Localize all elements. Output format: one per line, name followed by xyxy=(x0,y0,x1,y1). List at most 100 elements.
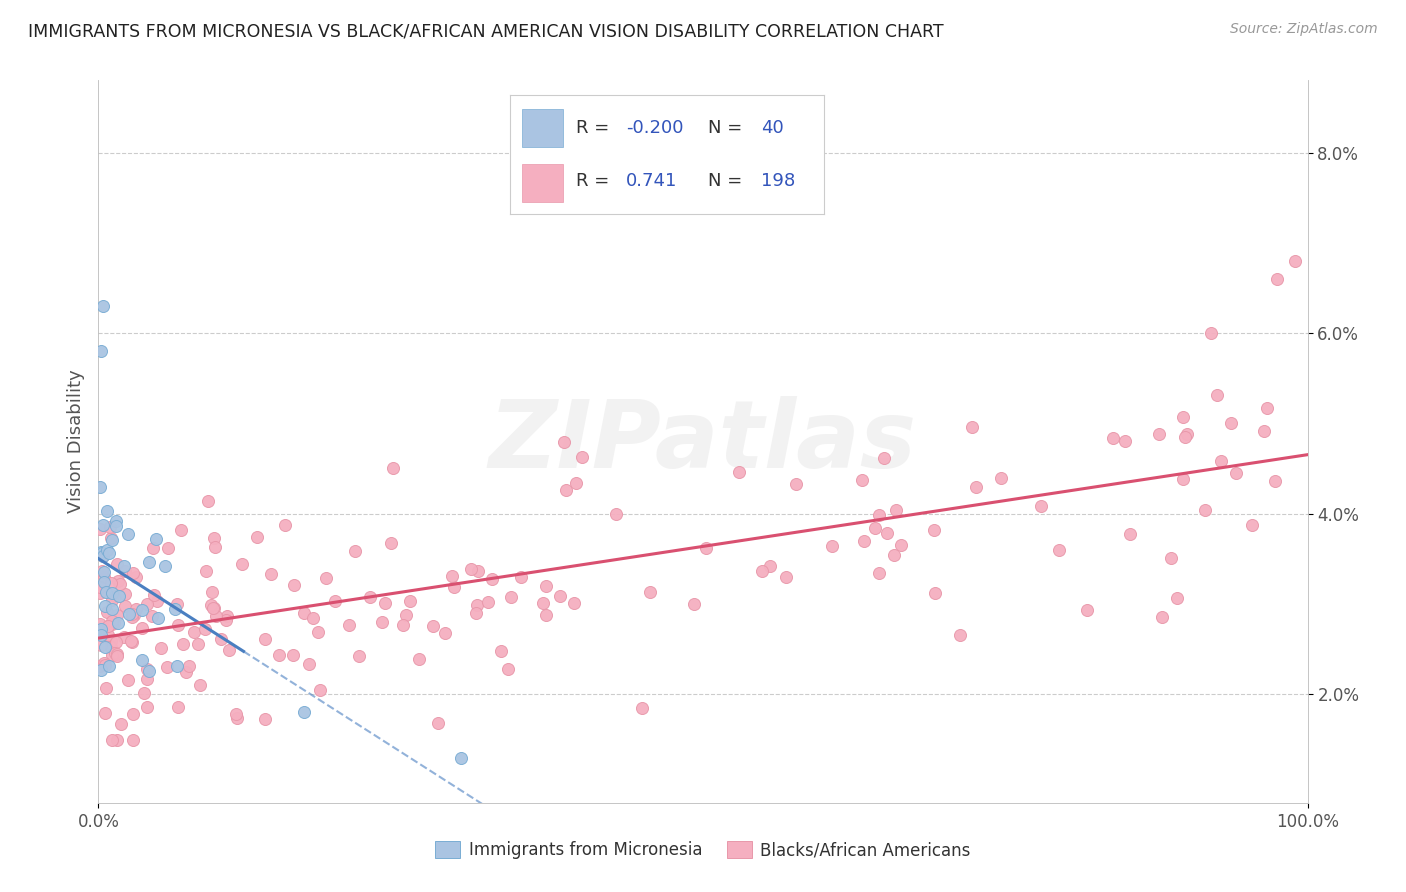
Point xyxy=(100,615,122,629)
Point xyxy=(990,470,1012,484)
Point xyxy=(392,618,415,632)
Point xyxy=(1194,503,1216,517)
Point xyxy=(1173,410,1195,425)
Point xyxy=(758,559,780,574)
Point xyxy=(450,750,472,764)
Point xyxy=(531,597,554,611)
Point xyxy=(1173,472,1195,486)
Point xyxy=(90,663,112,677)
Point xyxy=(121,609,143,624)
Point xyxy=(97,658,120,673)
Point xyxy=(465,598,488,612)
Point xyxy=(202,531,225,545)
Point xyxy=(465,606,488,620)
Point xyxy=(105,649,128,664)
Point xyxy=(638,584,661,599)
Point xyxy=(548,589,571,603)
Point xyxy=(110,716,132,731)
Point xyxy=(100,732,122,747)
Point xyxy=(90,622,112,636)
Text: ZIPatlas: ZIPatlas xyxy=(489,395,917,488)
Point xyxy=(1102,431,1125,445)
Point xyxy=(93,565,115,579)
Point xyxy=(426,715,449,730)
Point xyxy=(101,617,124,632)
Point xyxy=(1160,551,1182,566)
Point xyxy=(1119,526,1142,541)
Point xyxy=(131,602,153,616)
Point xyxy=(114,564,136,578)
Point xyxy=(422,619,444,633)
Point xyxy=(100,602,122,616)
Point xyxy=(883,548,905,562)
Point xyxy=(922,523,945,537)
Point xyxy=(307,625,329,640)
Point xyxy=(477,594,499,608)
Point xyxy=(94,681,117,695)
Point xyxy=(187,637,209,651)
Point xyxy=(323,593,346,607)
Point xyxy=(231,557,253,571)
Point xyxy=(142,541,165,555)
Point xyxy=(509,570,531,584)
Point xyxy=(124,570,146,584)
Point xyxy=(104,514,127,528)
Point xyxy=(876,525,898,540)
Point xyxy=(90,546,112,560)
Point xyxy=(852,534,875,549)
Point xyxy=(146,611,169,625)
Point xyxy=(1284,253,1306,268)
Point xyxy=(751,565,773,579)
Point xyxy=(1253,424,1275,438)
Point xyxy=(253,712,276,726)
Point xyxy=(89,616,111,631)
Text: IMMIGRANTS FROM MICRONESIA VS BLACK/AFRICAN AMERICAN VISION DISABILITY CORRELATI: IMMIGRANTS FROM MICRONESIA VS BLACK/AFRI… xyxy=(28,22,943,40)
Point xyxy=(122,706,145,721)
Point xyxy=(122,608,145,623)
Point xyxy=(785,476,807,491)
Point xyxy=(100,586,122,600)
Point xyxy=(93,549,115,563)
Point xyxy=(491,644,513,658)
Point xyxy=(868,566,890,580)
Point xyxy=(890,538,912,552)
Point xyxy=(131,653,153,667)
Point xyxy=(104,634,127,648)
Point xyxy=(382,460,405,475)
Point xyxy=(166,659,188,673)
Point xyxy=(90,544,112,558)
Point xyxy=(1220,417,1243,431)
Point xyxy=(117,673,139,687)
Point xyxy=(89,522,111,536)
Point xyxy=(359,590,381,604)
Point xyxy=(1199,326,1222,340)
Point xyxy=(105,519,128,533)
Point xyxy=(104,646,127,660)
Point xyxy=(394,608,416,623)
Point xyxy=(1076,603,1098,617)
Point xyxy=(90,638,112,652)
Point xyxy=(101,533,124,547)
Point xyxy=(399,594,422,608)
Point xyxy=(225,706,247,721)
Point xyxy=(201,585,224,599)
Point xyxy=(948,628,970,642)
Point xyxy=(1114,434,1136,448)
Point xyxy=(194,622,217,636)
Point xyxy=(631,700,654,714)
Point xyxy=(1175,427,1198,442)
Point xyxy=(1049,543,1071,558)
Point xyxy=(138,555,160,569)
Point xyxy=(253,632,276,646)
Point xyxy=(873,450,896,465)
Point xyxy=(93,658,115,673)
Point xyxy=(96,543,118,558)
Point xyxy=(172,637,194,651)
Point xyxy=(498,662,520,676)
Point xyxy=(112,559,135,574)
Point xyxy=(1225,466,1247,480)
Point xyxy=(136,597,159,611)
Point xyxy=(197,493,219,508)
Point xyxy=(1166,591,1188,605)
Point xyxy=(215,609,238,624)
